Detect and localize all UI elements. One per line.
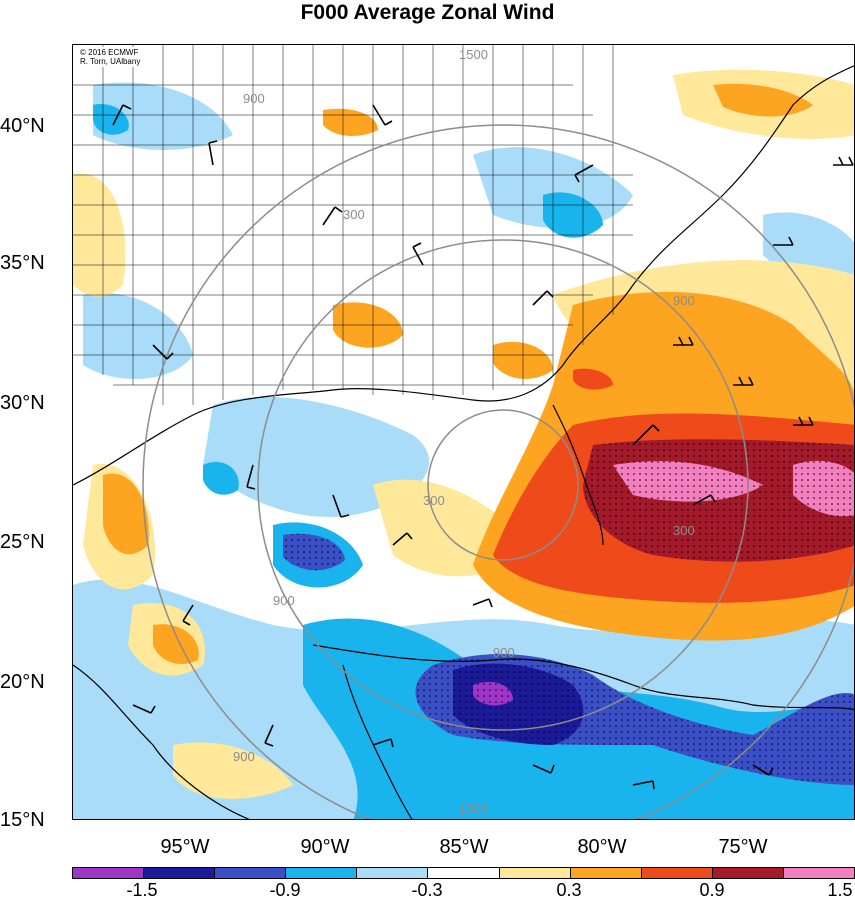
colorbar-segment bbox=[73, 868, 145, 878]
shading-dark-red bbox=[583, 439, 854, 562]
colorbar-label: -0.3 bbox=[411, 880, 443, 900]
colorbar-segment bbox=[144, 868, 216, 878]
contour-label: 900 bbox=[493, 645, 515, 660]
colorbar-segment bbox=[286, 868, 358, 878]
map-panel: 1500 900 300 300 900 900 900 300 900 150… bbox=[72, 44, 855, 820]
lat-label: 40°N bbox=[0, 115, 45, 137]
lon-label: 80°W bbox=[577, 836, 627, 858]
colorbar-segment bbox=[712, 868, 784, 878]
colorbar-label: 0.3 bbox=[556, 880, 582, 900]
contour-label: 300 bbox=[673, 523, 695, 538]
contour-label: 900 bbox=[673, 293, 695, 308]
lat-label: 20°N bbox=[0, 671, 45, 693]
wind-barbs bbox=[112, 104, 854, 790]
colorbar-label: -1.5 bbox=[126, 880, 158, 900]
contour-label: 1500 bbox=[459, 801, 488, 816]
colorbar-segment bbox=[783, 868, 855, 878]
credit-box: © 2016 ECMWF R. Torn, UAlbany bbox=[77, 47, 144, 67]
contour-label: 300 bbox=[423, 493, 445, 508]
lat-label: 25°N bbox=[0, 531, 45, 553]
lon-label: 90°W bbox=[300, 836, 350, 858]
credit-line-1: © 2016 ECMWF bbox=[80, 48, 139, 57]
lon-label: 75°W bbox=[718, 836, 768, 858]
contour-label: 1500 bbox=[459, 47, 488, 62]
chart-title: F000 Average Zonal Wind bbox=[300, 1, 555, 24]
colorbar-segment bbox=[570, 868, 642, 878]
contour-label: 900 bbox=[233, 749, 255, 764]
county-boundaries bbox=[73, 45, 633, 405]
credit-line-2: R. Torn, UAlbany bbox=[80, 57, 141, 66]
contour-label: 300 bbox=[343, 207, 365, 222]
range-rings bbox=[142, 124, 854, 819]
colorbar-label: 1.5 bbox=[827, 880, 853, 900]
contour-label: 900 bbox=[243, 91, 265, 106]
lat-label: 15°N bbox=[0, 809, 45, 831]
coastline bbox=[73, 65, 854, 819]
contour-labels: 1500 900 300 300 900 900 900 300 900 150… bbox=[233, 47, 695, 816]
map-canvas: 1500 900 300 300 900 900 900 300 900 150… bbox=[73, 45, 854, 819]
colorbar-label: -0.9 bbox=[269, 880, 301, 900]
colorbar-segment bbox=[215, 868, 287, 878]
colorbar bbox=[72, 867, 855, 879]
colorbar-label: 0.9 bbox=[699, 880, 725, 900]
lon-label: 85°W bbox=[439, 836, 489, 858]
colorbar-segment bbox=[499, 868, 571, 878]
colorbar-segment bbox=[428, 868, 500, 878]
colorbar-segment bbox=[641, 868, 713, 878]
colorbar-segment bbox=[357, 868, 429, 878]
lat-label: 35°N bbox=[0, 252, 45, 274]
contour-label: 900 bbox=[273, 593, 295, 608]
lat-label: 30°N bbox=[0, 392, 45, 414]
lon-label: 95°W bbox=[160, 836, 210, 858]
